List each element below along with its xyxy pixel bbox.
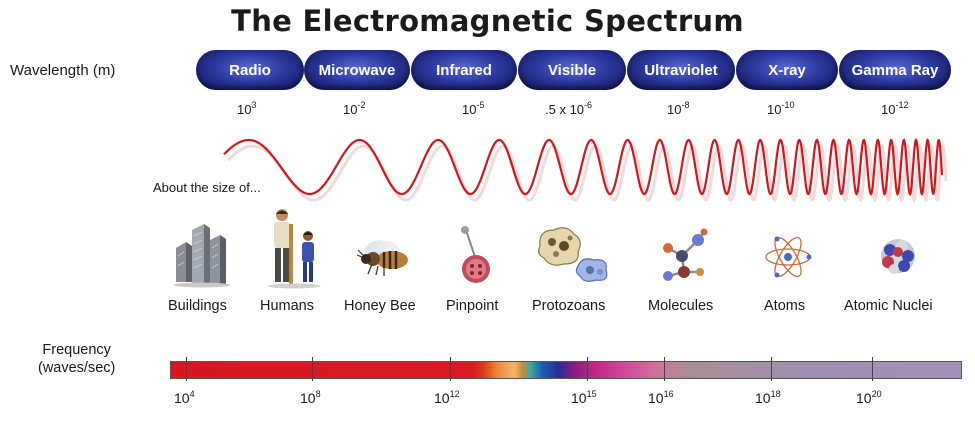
band-infrared: Infrared	[411, 50, 517, 90]
buildings-icon	[174, 224, 230, 288]
humans-icon	[268, 209, 320, 289]
object-label: Atomic Nuclei	[844, 298, 933, 314]
honey-bee-icon	[356, 240, 408, 276]
object-label: Pinpoint	[446, 298, 499, 314]
frequency-tick	[872, 357, 873, 381]
frequency-value: 1015	[571, 389, 597, 406]
wavelength-value: 10-5	[462, 100, 485, 117]
frequency-tick	[312, 357, 313, 381]
frequency-value: 1016	[648, 389, 674, 406]
object-label: Honey Bee	[344, 298, 416, 314]
wavelength-value: 10-2	[343, 100, 366, 117]
frequency-bar	[170, 361, 962, 379]
frequency-tick	[450, 357, 451, 381]
object-label: Atoms	[764, 298, 806, 314]
wavelength-label: Wavelength (m)	[10, 62, 116, 79]
band-gamma-ray: Gamma Ray	[839, 50, 951, 90]
frequency-tick	[664, 357, 665, 381]
pinpoint-icon	[461, 226, 490, 283]
atomic-nuclei-icon	[881, 239, 915, 274]
frequency-tick	[186, 357, 187, 381]
wavelength-value: 10-12	[881, 100, 909, 117]
frequency-label-line2: (waves/sec)	[38, 360, 116, 376]
atom-icon	[765, 236, 812, 278]
band-microwave: Microwave	[304, 50, 410, 90]
wavelength-value: 103	[237, 100, 257, 117]
band-visible: Visible	[518, 50, 626, 90]
band-radio: Radio	[196, 50, 304, 90]
wavelength-value: 10-10	[767, 100, 795, 117]
molecules-icon	[663, 228, 708, 281]
object-label: Molecules	[648, 298, 714, 314]
wave-line	[223, 137, 944, 197]
frequency-value: 1018	[755, 389, 781, 406]
object-label: Buildings	[168, 298, 227, 314]
frequency-value: 108	[300, 389, 321, 406]
frequency-label-line1: Frequency	[42, 342, 111, 358]
frequency-value: 1012	[434, 389, 460, 406]
object-label: Humans	[260, 298, 314, 314]
about-size-label: About the size of...	[153, 180, 261, 195]
wavelength-value: .5 x 10-6	[545, 100, 593, 117]
wave-shadow	[226, 142, 948, 204]
frequency-value: 104	[174, 389, 195, 406]
frequency-value: 1020	[856, 389, 882, 406]
object-label: Protozoans	[532, 298, 606, 314]
band-x-ray: X-ray	[736, 50, 838, 90]
frequency-tick	[587, 357, 588, 381]
diagram-title: The Electromagnetic Spectrum	[231, 4, 744, 38]
protozoans-icon	[538, 227, 608, 282]
frequency-tick	[771, 357, 772, 381]
band-ultraviolet: Ultraviolet	[627, 50, 735, 90]
wavelength-value: 10-8	[667, 100, 690, 117]
frequency-label: Frequency (waves/sec)	[38, 341, 115, 377]
